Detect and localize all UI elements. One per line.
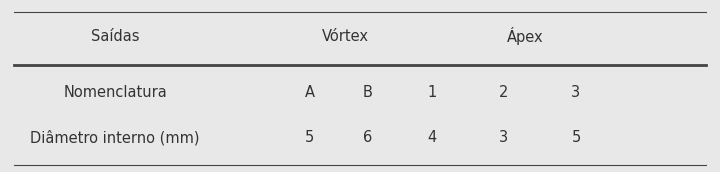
Text: Saídas: Saídas bbox=[91, 29, 140, 44]
Text: 4: 4 bbox=[428, 130, 436, 145]
Text: 5: 5 bbox=[572, 130, 580, 145]
Text: Nomenclatura: Nomenclatura bbox=[63, 85, 167, 100]
Text: 3: 3 bbox=[500, 130, 508, 145]
Text: Ápex: Ápex bbox=[508, 27, 544, 45]
Text: Vórtex: Vórtex bbox=[322, 29, 369, 44]
Text: 2: 2 bbox=[499, 85, 509, 100]
Text: 3: 3 bbox=[572, 85, 580, 100]
Text: 1: 1 bbox=[428, 85, 436, 100]
Text: 5: 5 bbox=[305, 130, 314, 145]
Text: Diâmetro interno (mm): Diâmetro interno (mm) bbox=[30, 130, 200, 145]
Text: 6: 6 bbox=[363, 130, 372, 145]
Text: B: B bbox=[362, 85, 372, 100]
Text: A: A bbox=[305, 85, 315, 100]
